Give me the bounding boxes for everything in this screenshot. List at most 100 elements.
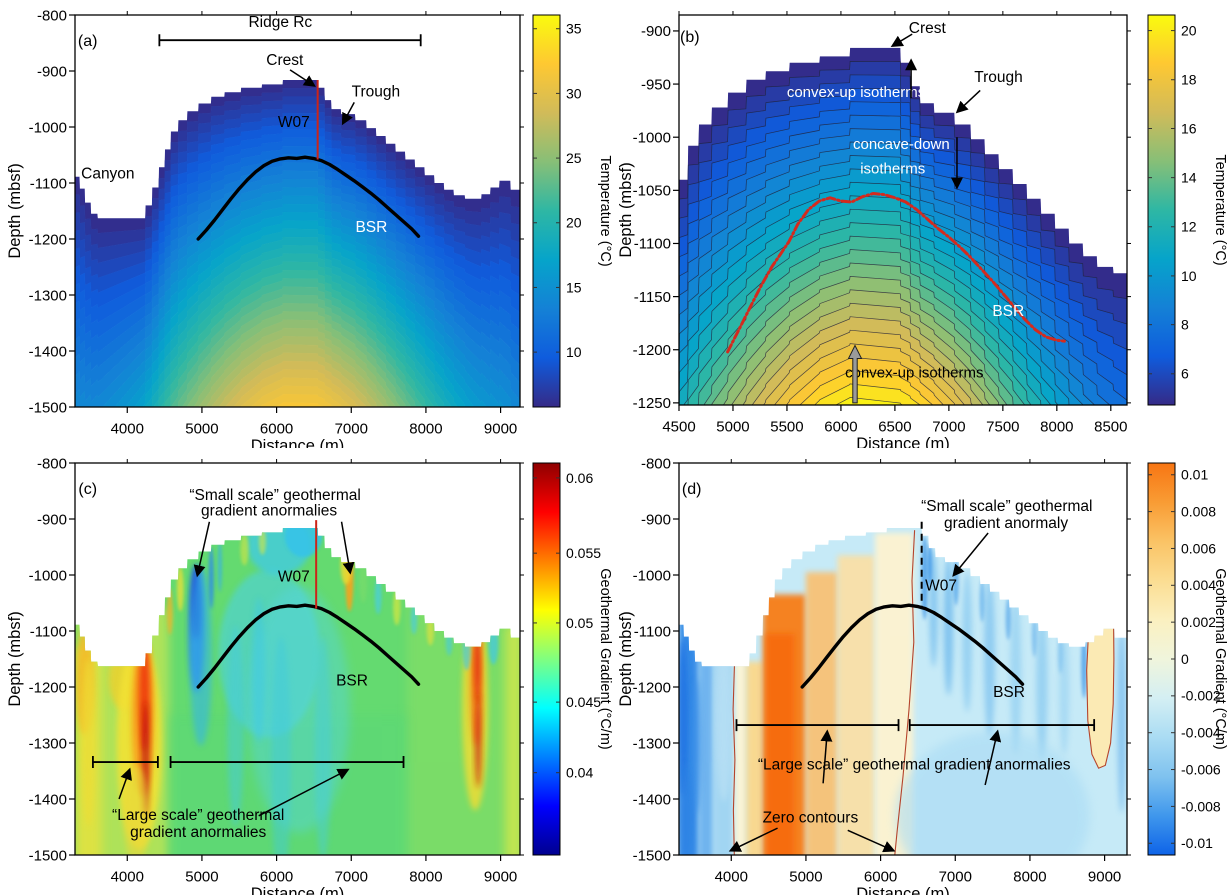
axes-b: 4500 5000 5500 6000 6500 7000 7500 8000 8500 -900… bbox=[617, 11, 1131, 453]
colorbar-tick-label: -0.01 bbox=[1181, 835, 1213, 851]
axes-c: 4000 5000 6000 7000 8000 9000 -800 -900 -1000 -11… bbox=[6, 455, 524, 895]
x-axis-label: Distance (m) bbox=[251, 885, 345, 895]
panel-c-plot: 4000 5000 6000 7000 8000 9000 -800 -900 -1000 -11… bbox=[6, 455, 613, 895]
panel-a-plot: 4000 5000 6000 7000 8000 9000 -800 -900 -1000 -11… bbox=[6, 7, 613, 455]
colorbar-tick-label: -0.006 bbox=[1181, 761, 1221, 777]
colorbar-tick-label: 0.045 bbox=[566, 694, 601, 710]
x-tick-label: 7000 bbox=[939, 868, 972, 885]
y-tick-label: -1200 bbox=[29, 679, 67, 696]
bsr-curve bbox=[196, 155, 421, 241]
annotation-text: (a) bbox=[78, 33, 98, 50]
annotation-arrow bbox=[193, 521, 211, 578]
colorbar-tick-label: 25 bbox=[566, 150, 582, 166]
x-axis-label: Distance (m) bbox=[856, 885, 950, 895]
x-tick-label: 9000 bbox=[1088, 868, 1121, 885]
annotation-arrow bbox=[728, 827, 778, 852]
colorbar-tick-label: -0.008 bbox=[1181, 798, 1221, 814]
zero-contour bbox=[894, 530, 916, 855]
x-tick-label: 7000 bbox=[335, 868, 368, 885]
annotation-arrow bbox=[955, 89, 981, 114]
y-tick-label: -1200 bbox=[633, 679, 671, 696]
colorbar-tick-label: 30 bbox=[566, 85, 582, 101]
y-tick-label: -1300 bbox=[29, 735, 67, 752]
axes-d: 4000 5000 6000 7000 8000 9000 -800 -900 -1000 -11… bbox=[617, 455, 1131, 895]
y-tick-label: -1100 bbox=[634, 623, 671, 640]
y-tick-label: -900 bbox=[37, 63, 67, 80]
x-tick-label: 8000 bbox=[1040, 418, 1073, 435]
annotation-arrow bbox=[341, 102, 355, 126]
x-tick-label: 8000 bbox=[409, 868, 442, 885]
colorbar-axis-label: Geothermal Gradient (°C/m) bbox=[597, 568, 613, 749]
panel-d-plot: 4000 5000 6000 7000 8000 9000 -800 -900 -1000 -11… bbox=[617, 455, 1228, 895]
annotation-arrow bbox=[289, 69, 316, 87]
field-b bbox=[679, 47, 1127, 406]
colorbar-tick-label: 18 bbox=[1181, 72, 1197, 88]
x-tick-label: 6500 bbox=[878, 418, 911, 435]
annotation-arrow bbox=[118, 767, 132, 800]
y-tick-label: -1000 bbox=[633, 129, 671, 146]
y-tick-label: -1500 bbox=[29, 399, 67, 416]
annotation-text: concave-down bbox=[853, 136, 950, 153]
colorbar-tick-label: 0.008 bbox=[1181, 504, 1216, 520]
x-tick-label: 6000 bbox=[824, 418, 857, 435]
annotation-text: convex-up isotherms bbox=[845, 364, 983, 381]
annotation-text: (c) bbox=[78, 481, 97, 498]
y-tick-label: -1200 bbox=[633, 342, 671, 359]
colorbar-tick-label: 0.05 bbox=[566, 615, 593, 631]
bsr-curve bbox=[196, 603, 421, 689]
x-tick-label: 7500 bbox=[986, 418, 1019, 435]
annotation-text: W07 bbox=[278, 114, 310, 131]
annotation-text: BSR bbox=[336, 673, 368, 690]
colorbar-tick-label: 14 bbox=[1181, 170, 1197, 186]
colorbar-tick-label: 8 bbox=[1181, 317, 1189, 333]
y-tick-label: -1000 bbox=[633, 567, 671, 584]
extent-bracket bbox=[158, 34, 422, 47]
x-tick-label: 9000 bbox=[484, 420, 517, 437]
annotation-text: “Small scale” geothermal bbox=[189, 487, 360, 504]
colorbar-tick-label: 0 bbox=[1181, 651, 1189, 667]
colorbar-axis-label: Temperature (°C) bbox=[1212, 154, 1228, 265]
annotation-arrow bbox=[340, 521, 355, 575]
x-tick-label: 5000 bbox=[789, 868, 822, 885]
annotation-text: Crest bbox=[266, 52, 304, 69]
x-tick-label: 4000 bbox=[111, 868, 144, 885]
y-tick-label: -1100 bbox=[30, 623, 67, 640]
annotation-text: gradient anormaly bbox=[944, 515, 1068, 532]
y-axis-label: Depth (mbsf) bbox=[617, 611, 635, 706]
y-axis-label: Depth (mbsf) bbox=[6, 611, 24, 706]
colorbar-tick-label: 0.01 bbox=[1181, 467, 1208, 483]
annotation-text: Crest bbox=[909, 20, 947, 37]
x-tick-label: 4000 bbox=[111, 420, 144, 437]
panel-c-geothermal-gradient: 4000 5000 6000 7000 8000 9000 -800 -900 -1000 -11… bbox=[0, 448, 615, 895]
y-tick-label: -1000 bbox=[29, 119, 67, 136]
colorbar-axis-label: Temperature (°C) bbox=[597, 155, 613, 266]
y-tick-label: -1500 bbox=[633, 847, 671, 864]
x-tick-label: 7000 bbox=[932, 418, 965, 435]
y-tick-label: -900 bbox=[641, 511, 671, 528]
annotation-text: BSR bbox=[992, 303, 1024, 320]
colorbar-tick-label: 10 bbox=[1181, 268, 1197, 284]
annotation-arrow bbox=[952, 532, 989, 577]
x-tick-label: 8000 bbox=[1013, 868, 1046, 885]
colorbar-tick-label: 0.055 bbox=[566, 545, 601, 561]
y-tick-label: -900 bbox=[641, 23, 671, 40]
annotation-text: Ridge Rc bbox=[248, 14, 312, 31]
y-tick-label: -1250 bbox=[633, 395, 671, 412]
annotation-arrow bbox=[258, 768, 350, 817]
extent-bracket bbox=[92, 756, 159, 769]
colorbar-tick-label: 12 bbox=[1181, 219, 1197, 235]
panel-d-gradient-anomaly: 4000 5000 6000 7000 8000 9000 -800 -900 -1000 -11… bbox=[615, 448, 1230, 895]
zero-contour bbox=[732, 660, 736, 855]
field-a bbox=[75, 80, 520, 407]
y-tick-label: -1400 bbox=[29, 343, 67, 360]
colorbar-tick-label: 35 bbox=[566, 21, 582, 37]
bsr-curve bbox=[800, 603, 1025, 689]
x-tick-label: 5000 bbox=[185, 420, 218, 437]
annotation-arrow bbox=[820, 729, 833, 784]
annotation-text: “Large scale” geothermal bbox=[112, 807, 284, 824]
y-tick-label: -1400 bbox=[29, 791, 67, 808]
y-tick-label: -1150 bbox=[634, 289, 671, 306]
y-axis-label: Depth (mbsf) bbox=[6, 163, 24, 258]
extent-bracket bbox=[169, 756, 405, 769]
annotation-text: (d) bbox=[682, 481, 702, 498]
